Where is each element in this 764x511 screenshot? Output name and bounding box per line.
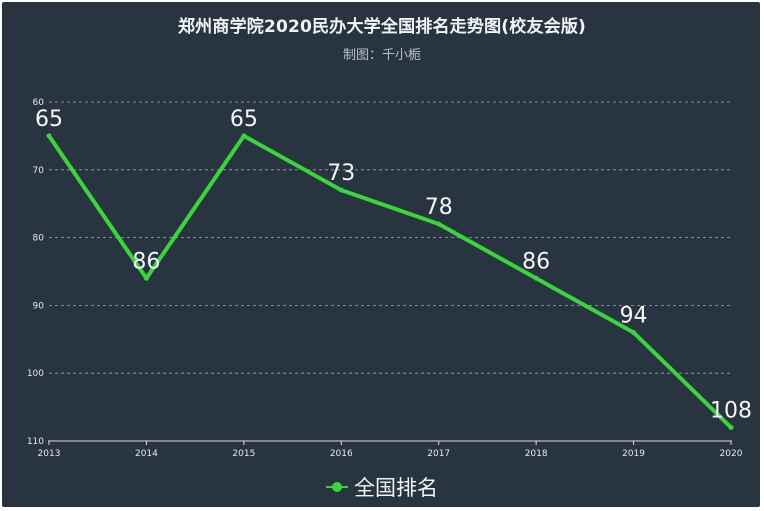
data-point	[338, 187, 344, 193]
legend-swatch	[326, 480, 348, 494]
x-tick-label: 2017	[427, 449, 450, 459]
x-tick-label: 2020	[720, 449, 743, 459]
y-tick-label: 100	[27, 369, 44, 379]
legend-label: 全国排名	[354, 476, 438, 500]
x-tick-label: 2016	[330, 449, 353, 459]
x-tick-label: 2014	[135, 449, 158, 459]
data-point	[46, 133, 52, 139]
data-label: 94	[620, 304, 648, 329]
y-tick-label: 110	[27, 437, 44, 447]
chart-legend[interactable]: 全国排名	[0, 472, 764, 502]
data-point	[143, 275, 149, 281]
y-tick-label: 70	[33, 166, 45, 176]
data-label: 108	[710, 398, 752, 423]
y-tick-label: 90	[33, 301, 45, 311]
data-label: 65	[230, 107, 258, 132]
data-label: 86	[522, 249, 550, 274]
y-tick-label: 80	[33, 234, 45, 244]
series-line-全国排名	[47, 133, 733, 430]
x-tick-label: 2015	[232, 449, 255, 459]
data-point	[728, 424, 734, 430]
data-point	[241, 133, 247, 139]
data-label: 78	[425, 195, 453, 220]
data-point	[436, 221, 442, 227]
chart-title: 郑州商学院2020民办大学全国排名走势图(校友会版)	[177, 17, 587, 37]
data-point	[631, 330, 637, 336]
chart-subtitle: 制图：千小栀	[342, 48, 421, 63]
x-tick-label: 2019	[622, 449, 645, 459]
data-label: 65	[35, 107, 63, 132]
data-label: 73	[327, 161, 355, 186]
x-tick-label: 2013	[38, 449, 61, 459]
data-label: 86	[132, 249, 160, 274]
y-tick-label: 60	[33, 98, 45, 108]
x-tick-label: 2018	[525, 449, 548, 459]
data-point	[533, 275, 539, 281]
